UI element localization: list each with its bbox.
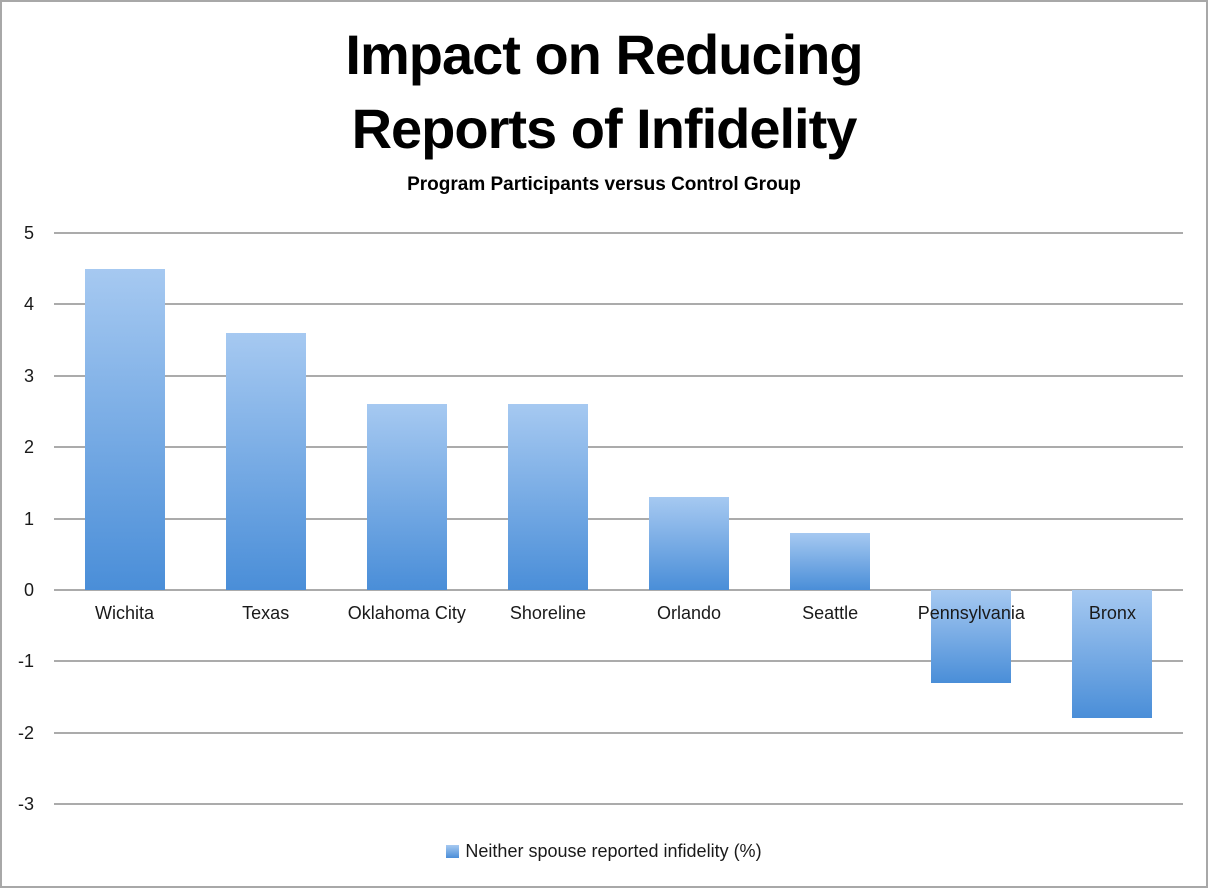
category-label-pennsylvania: Pennsylvania — [917, 602, 1025, 623]
bar-texas — [225, 332, 306, 590]
category-label-texas: Texas — [242, 602, 290, 623]
y-tick-label: -3 — [17, 794, 34, 814]
y-tick-label: -2 — [17, 722, 34, 743]
chart-title-line-1: Impact on Reducing — [345, 23, 863, 86]
category-label-bronx: Bronx — [1088, 602, 1136, 623]
bar-oklahoma-city — [366, 404, 447, 590]
bar-bronx — [1072, 589, 1153, 719]
bar-seattle — [790, 532, 871, 590]
legend: Neither spouse reported infidelity (%) — [2, 841, 1206, 862]
y-tick-label: -1 — [17, 651, 34, 672]
gridline-y-4 — [54, 303, 1183, 306]
gridline-y-0 — [54, 588, 1183, 591]
bar-shoreline — [507, 404, 588, 590]
legend-marker-icon — [446, 845, 460, 858]
y-tick-label: 2 — [23, 437, 34, 458]
y-tick-label: 0 — [23, 579, 34, 600]
bar-wichita — [84, 268, 165, 590]
chart-title: Impact on Reducing Reports of Infidelity — [2, 18, 1206, 166]
category-label-seattle: Seattle — [802, 602, 859, 623]
bar-orlando — [649, 497, 730, 590]
gridline-y-2 — [54, 446, 1183, 449]
y-tick-label: 4 — [23, 294, 34, 315]
y-tick-label: 5 — [23, 223, 34, 243]
chart-subtitle: Program Participants versus Control Grou… — [407, 174, 801, 195]
category-label-oklahoma-city: Oklahoma City — [347, 602, 466, 623]
gridline-y-5 — [54, 232, 1183, 234]
bar-pennsylvania — [931, 589, 1012, 683]
gridline-y--2 — [54, 731, 1183, 734]
chart-title-line-2: Reports of Infidelity — [351, 97, 858, 160]
category-label-orlando: Orlando — [657, 602, 722, 623]
gridline-y-3 — [54, 374, 1183, 377]
legend-label: Neither spouse reported infidelity (%) — [465, 841, 762, 861]
gridline-y--1 — [54, 660, 1183, 663]
category-label-shoreline: Shoreline — [509, 602, 586, 623]
y-tick-label: 1 — [23, 508, 34, 529]
category-label-wichita: Wichita — [95, 602, 155, 623]
y-tick-label: 3 — [23, 365, 34, 386]
gridline-y-1 — [54, 517, 1183, 520]
gridline-y--3 — [54, 803, 1183, 805]
